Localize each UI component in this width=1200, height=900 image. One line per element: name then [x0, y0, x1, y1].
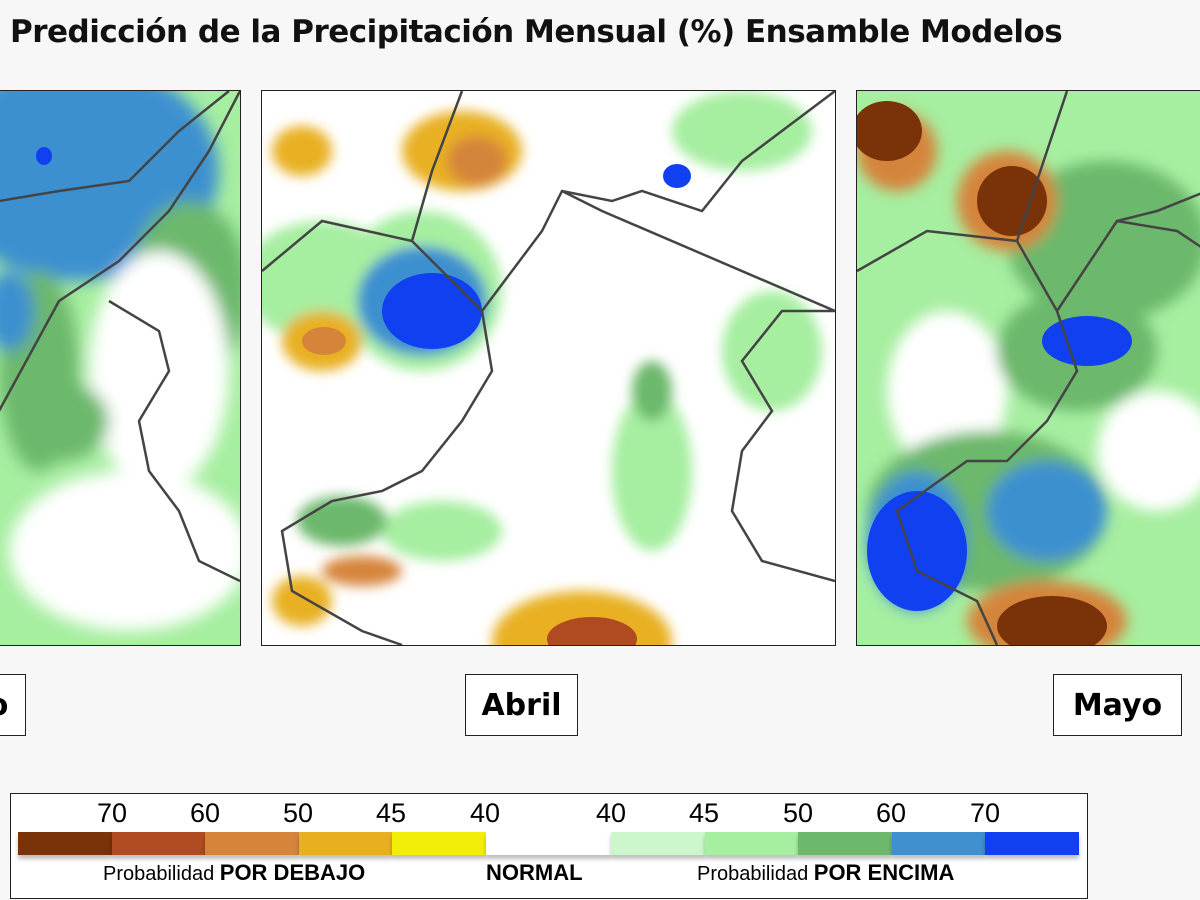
legend-color-swatch	[298, 832, 393, 855]
legend-tick: 60	[189, 798, 221, 828]
map-panel-abril	[261, 90, 836, 646]
page-title: Predicción de la Precipitación Mensual (…	[10, 14, 1063, 50]
legend-tick: 60	[875, 798, 907, 828]
map-abril	[262, 91, 835, 645]
legend-tick: 50	[282, 798, 314, 828]
legend-normal-label: NORMAL	[486, 860, 583, 886]
legend-tick: 40	[595, 798, 627, 828]
legend-color-swatch	[798, 832, 892, 855]
map-mayo	[857, 91, 1200, 645]
legend-color-swatch	[611, 832, 705, 855]
legend-tick: 70	[96, 798, 128, 828]
legend-color-swatch	[18, 832, 112, 855]
month-label-abril: Abril	[465, 674, 578, 736]
legend-tick: 70	[969, 798, 1001, 828]
legend-color-swatch	[205, 832, 299, 855]
legend-color-swatch	[891, 832, 986, 855]
below-label: POR DEBAJO	[219, 860, 366, 885]
above-label: POR ENCIMA	[813, 860, 955, 885]
legend-color-swatch	[392, 832, 486, 855]
legend-color-swatch	[486, 832, 611, 855]
legend-tick: 50	[782, 798, 814, 828]
month-label-mayo: Mayo	[1053, 674, 1182, 736]
legend-below-label: Probabilidad POR DEBAJO	[103, 860, 365, 886]
month-label-left: o	[0, 674, 26, 736]
normal-label: NORMAL	[486, 860, 583, 885]
legend-color-swatch	[111, 832, 206, 855]
map-panel-left	[0, 90, 241, 646]
above-prefix: Probabilidad	[697, 863, 809, 885]
map-left	[0, 91, 240, 645]
below-prefix: Probabilidad	[103, 863, 215, 885]
legend-color-swatch	[985, 832, 1079, 855]
legend-tick: 40	[469, 798, 501, 828]
map-panel-mayo	[856, 90, 1200, 646]
legend-above-label: Probabilidad POR ENCIMA	[697, 860, 954, 886]
legend: 70 60 50 45 40 40 45 50 60 70 Probabilid…	[10, 793, 1088, 899]
legend-tick: 45	[688, 798, 720, 828]
legend-tick: 45	[375, 798, 407, 828]
legend-color-swatch	[704, 832, 799, 855]
